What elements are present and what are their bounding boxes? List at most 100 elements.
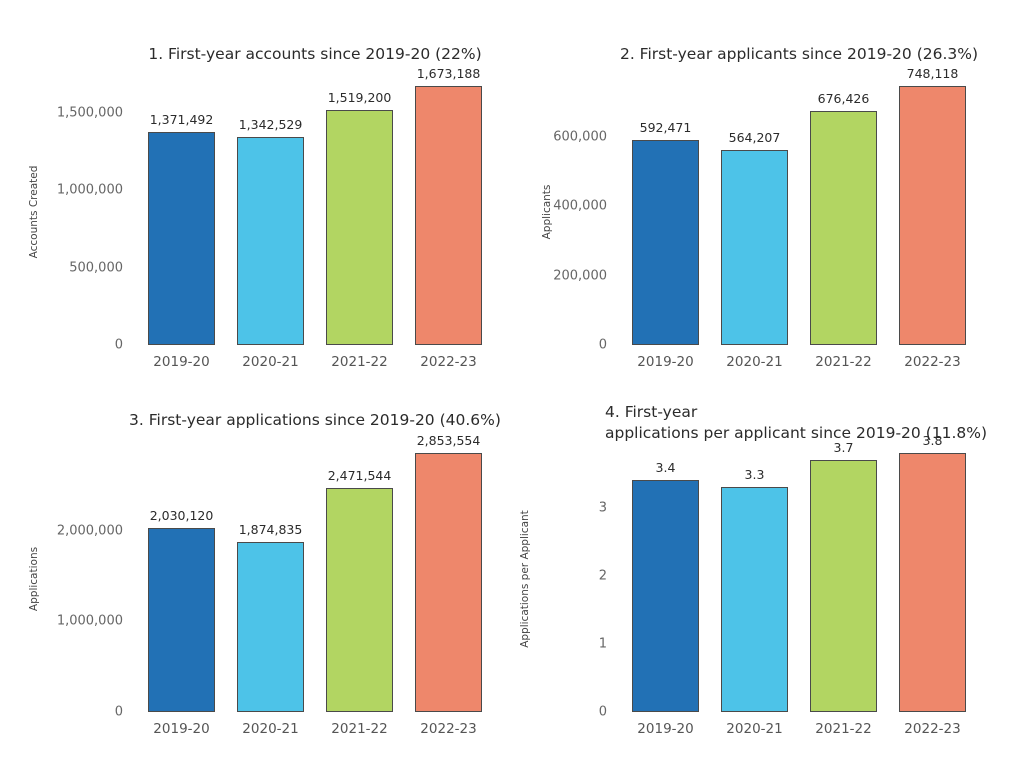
chart-4-y-axis-label: Applications per Applicant [519,510,531,648]
chart-1-title: 1. First-year accounts since 2019-20 (22… [148,45,482,63]
y-tick-label: 600,000 [553,129,607,145]
y-tick-label: 1,000,000 [56,613,123,629]
bar-2021-22 [326,487,393,712]
x-tick-label-2020-21: 2020-21 [242,721,299,737]
bar-value-label: 3.8 [922,433,943,449]
bar-value-label: 1,673,188 [416,65,481,81]
x-tick-label-2022-23: 2022-23 [420,354,477,370]
bar-slot-2022-23: 1,673,188 [415,66,482,345]
chart-2-title: 2. First-year applicants since 2019-20 (… [619,45,979,63]
chart-3-plot-area: 0 1,000,000 2,000,000 2,030,120 1,874,835 2,… [57,433,495,737]
bar-2021-22 [326,109,393,345]
y-tick-label: 1,500,000 [56,105,123,121]
y-tick-label: 500,000 [69,260,123,276]
bar-slot-2020-21: 1,874,835 [237,447,304,712]
chart-1-x-ticks: 2019-20 2020-21 2021-22 2022-23 [135,354,495,370]
chart-1-plot-area: 0 500,000 1,000,000 1,500,000 1,371,492 1,34… [57,66,495,370]
x-tick-label-2020-21: 2020-21 [242,354,299,370]
bar-2019-20 [632,480,699,712]
chart-4-apps-per-applicant-panel: 4. First-year applications per applicant… [507,390,1013,780]
chart-4-x-ticks: 2019-20 2020-21 2021-22 2022-23 [619,721,979,737]
chart-4-bars: 3.4 3.3 3.7 3.8 [619,433,979,712]
x-tick-label-2022-23: 2022-23 [904,721,961,737]
bar-value-label: 676,426 [817,90,870,106]
y-tick-label: 0 [598,704,607,720]
bar-value-label: 564,207 [728,129,781,145]
bar-value-label: 2,030,120 [149,507,214,523]
chart-2-y-axis-label: Applicants [541,184,553,240]
x-tick-label-2022-23: 2022-23 [904,354,961,370]
bar-slot-2020-21: 1,342,529 [237,80,304,345]
x-tick-label-2019-20: 2019-20 [153,721,210,737]
x-tick-label-2022-23: 2022-23 [420,721,477,737]
chart-2-bars: 592,471 564,207 676,426 748,118 [619,66,979,345]
x-tick-label-2021-22: 2021-22 [331,354,388,370]
chart-2-x-ticks: 2019-20 2020-21 2021-22 2022-23 [619,354,979,370]
bar-slot-2022-23: 3.8 [899,433,966,712]
bar-slot-2019-20: 2,030,120 [148,447,215,712]
bar-value-label: 1,371,492 [149,112,214,128]
bar-2020-21 [237,136,304,345]
bar-slot-2020-21: 3.3 [721,447,788,712]
x-tick-label-2019-20: 2019-20 [637,354,694,370]
bar-value-label: 3.4 [655,460,676,476]
chart-2-plot-area: 0 200,000 400,000 600,000 592,471 564,207 676… [553,66,979,370]
y-tick-label: 3 [598,500,607,516]
bar-value-label: 748,118 [906,65,959,81]
y-tick-label: 1 [598,636,607,652]
bar-slot-2019-20: 592,471 [632,80,699,345]
chart-2-applicants-panel: 2. First-year applicants since 2019-20 (… [507,0,1013,390]
bar-slot-2020-21: 564,207 [721,80,788,345]
chart-1-bars: 1,371,492 1,342,529 1,519,200 1,673,188 [135,66,495,345]
bar-2022-23 [415,453,482,712]
bar-slot-2021-22: 1,519,200 [326,80,393,345]
bar-value-label: 3.3 [744,467,765,483]
bar-2019-20 [148,132,215,345]
x-tick-label-2019-20: 2019-20 [637,721,694,737]
y-tick-label: 2 [598,568,607,584]
x-tick-label-2021-22: 2021-22 [815,721,872,737]
chart-3-title: 3. First-year applications since 2019-20… [129,411,501,429]
bar-slot-2019-20: 3.4 [632,447,699,712]
chart-3-y-axis-label: Applications [28,546,40,612]
bar-2020-21 [721,149,788,345]
bar-value-label: 1,874,835 [238,521,303,537]
chart-3-applications-panel: 3. First-year applications since 2019-20… [0,390,506,780]
y-tick-label: 200,000 [553,268,607,284]
x-tick-label-2019-20: 2019-20 [153,354,210,370]
bar-2019-20 [148,527,215,712]
x-tick-label-2020-21: 2020-21 [726,721,783,737]
y-tick-label: 0 [114,337,123,353]
y-tick-label: 0 [114,704,123,720]
bar-value-label: 1,519,200 [327,89,392,105]
bar-2019-20 [632,139,699,345]
bar-slot-2022-23: 748,118 [899,66,966,345]
bar-slot-2022-23: 2,853,554 [415,433,482,712]
y-tick-label: 400,000 [553,198,607,214]
bar-2022-23 [899,85,966,345]
chart-3-x-ticks: 2019-20 2020-21 2021-22 2022-23 [135,721,495,737]
bar-slot-2019-20: 1,371,492 [148,80,215,345]
bar-2021-22 [810,459,877,712]
chart-3-bars: 2,030,120 1,874,835 2,471,544 2,853,554 [135,433,495,712]
y-tick-label: 0 [598,337,607,353]
bar-slot-2021-22: 676,426 [810,80,877,345]
y-tick-label: 2,000,000 [56,523,123,538]
bar-slot-2021-22: 3.7 [810,440,877,712]
bar-2022-23 [415,85,482,345]
x-tick-label-2021-22: 2021-22 [331,721,388,737]
x-tick-label-2021-22: 2021-22 [815,354,872,370]
bar-2022-23 [899,453,966,712]
bar-slot-2021-22: 2,471,544 [326,447,393,712]
bar-value-label: 2,471,544 [327,467,392,483]
chart-4-title: 4. First-year applications per applicant… [605,403,988,442]
bar-value-label: 2,853,554 [416,433,481,449]
bar-2021-22 [810,110,877,345]
bar-value-label: 1,342,529 [238,116,303,132]
bar-2020-21 [237,541,304,712]
chart-1-y-axis-label: Accounts Created [28,165,40,259]
bar-value-label: 592,471 [639,119,692,135]
x-tick-label-2020-21: 2020-21 [726,354,783,370]
